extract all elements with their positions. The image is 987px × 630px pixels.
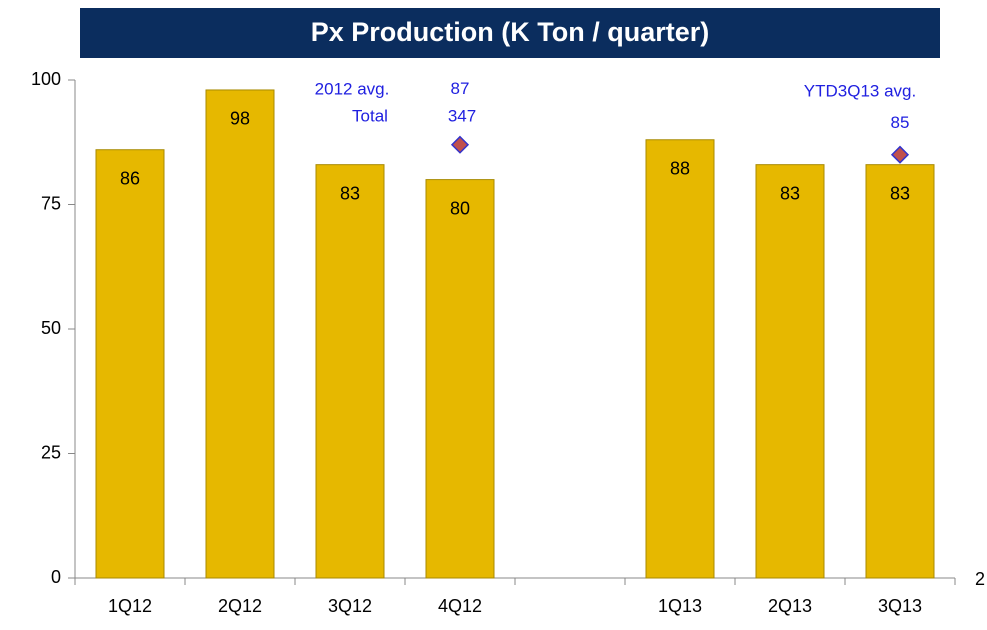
bar-value-label: 80 xyxy=(450,198,470,218)
page-number: 2 xyxy=(975,569,985,589)
bar xyxy=(865,164,935,579)
bar xyxy=(755,164,825,579)
x-tick-label: 2Q12 xyxy=(218,596,262,616)
x-tick-label: 2Q13 xyxy=(768,596,812,616)
x-tick-label: 3Q13 xyxy=(878,596,922,616)
bar-value-label: 86 xyxy=(120,168,140,188)
x-tick-label: 3Q12 xyxy=(328,596,372,616)
bar xyxy=(315,164,385,579)
avg-value-label: 85 xyxy=(891,113,910,132)
y-tick-label: 50 xyxy=(41,318,61,338)
annotation: Total xyxy=(352,106,388,125)
bar-value-label: 98 xyxy=(230,109,250,129)
bar xyxy=(425,179,495,579)
bar xyxy=(205,89,275,579)
y-tick-label: 0 xyxy=(51,567,61,587)
bar-value-label: 83 xyxy=(780,183,800,203)
chart-title: Px Production (K Ton / quarter) xyxy=(311,17,710,47)
x-tick-label: 4Q12 xyxy=(438,596,482,616)
avg-marker xyxy=(890,145,910,164)
bar-value-label: 83 xyxy=(340,183,360,203)
annotation: YTD3Q13 avg. xyxy=(804,81,916,100)
annotation: 347 xyxy=(448,106,476,125)
annotation: 2012 avg. xyxy=(315,79,390,98)
y-tick-label: 25 xyxy=(41,442,61,462)
avg-marker xyxy=(450,135,470,154)
title-banner xyxy=(80,8,940,58)
bar xyxy=(95,149,165,579)
avg-value-label: 87 xyxy=(451,79,470,98)
bar xyxy=(645,139,715,579)
x-tick-label: 1Q13 xyxy=(658,596,702,616)
bar-value-label: 83 xyxy=(890,183,910,203)
y-tick-label: 100 xyxy=(31,69,61,89)
y-tick-label: 75 xyxy=(41,193,61,213)
x-tick-label: 1Q12 xyxy=(108,596,152,616)
bar-value-label: 88 xyxy=(670,159,690,179)
